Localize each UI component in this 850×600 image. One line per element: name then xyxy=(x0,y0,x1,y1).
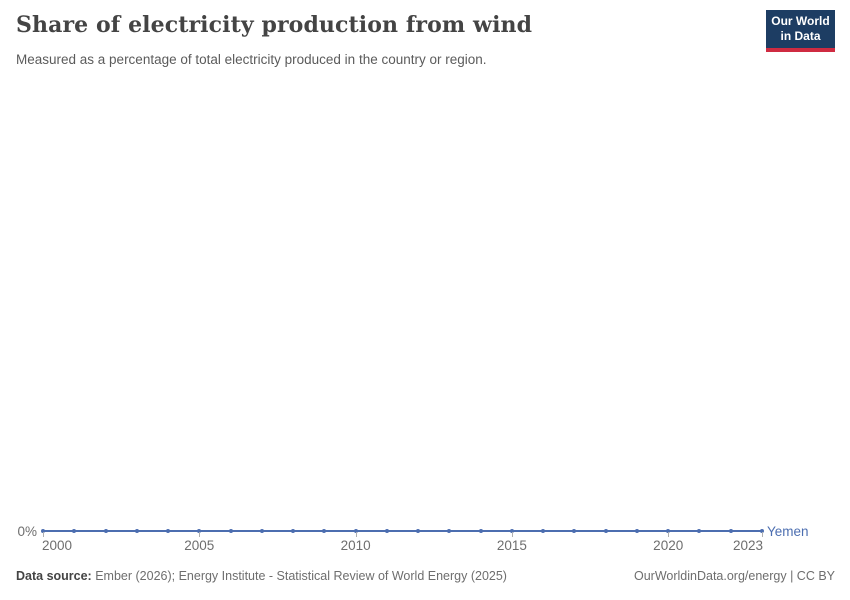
data-point[interactable] xyxy=(72,529,77,533)
data-point[interactable] xyxy=(728,529,733,533)
data-point[interactable] xyxy=(134,529,139,533)
x-axis-tick-label: 2023 xyxy=(732,538,763,553)
x-axis-tick-label: 2010 xyxy=(340,538,371,553)
x-axis-tick-label: 2020 xyxy=(653,538,684,553)
x-axis-tick xyxy=(355,532,357,537)
series-label-yemen[interactable]: Yemen xyxy=(767,524,809,539)
y-axis-label-zero: 0% xyxy=(17,524,37,539)
data-point[interactable] xyxy=(322,529,327,533)
owid-logo-line1: Our World xyxy=(771,14,830,28)
chart-footer: Data source: Ember (2026); Energy Instit… xyxy=(16,569,835,583)
x-axis-tick-label: 2015 xyxy=(496,538,527,553)
footer-source-text: Ember (2026); Energy Institute - Statist… xyxy=(91,569,507,583)
data-point[interactable] xyxy=(603,529,608,533)
owid-logo[interactable]: Our World in Data xyxy=(766,10,835,52)
data-point[interactable] xyxy=(509,529,514,533)
x-axis-tick-label: 2005 xyxy=(184,538,215,553)
x-axis-tick xyxy=(762,532,763,537)
data-point[interactable] xyxy=(478,529,483,533)
footer-license-link[interactable]: OurWorldinData.org/energy | CC BY xyxy=(633,569,835,583)
data-point[interactable] xyxy=(259,529,264,533)
chart-subtitle: Measured as a percentage of total electr… xyxy=(16,52,487,67)
data-point[interactable] xyxy=(541,529,546,533)
x-axis-tick-label: 2000 xyxy=(42,538,73,553)
x-axis-tick xyxy=(511,532,513,537)
data-point[interactable] xyxy=(572,529,577,533)
data-point[interactable] xyxy=(634,529,639,533)
series-line-yemen[interactable] xyxy=(43,530,763,532)
owid-logo-line2: in Data xyxy=(780,29,821,43)
x-axis-tick xyxy=(199,532,201,537)
data-point[interactable] xyxy=(197,529,202,533)
data-point[interactable] xyxy=(166,529,171,533)
data-point[interactable] xyxy=(447,529,452,533)
data-point[interactable] xyxy=(416,529,421,533)
x-axis-tick xyxy=(668,532,670,537)
data-point[interactable] xyxy=(384,529,389,533)
data-point[interactable] xyxy=(353,529,358,533)
data-point[interactable] xyxy=(41,529,45,533)
footer-source: Data source: Ember (2026); Energy Instit… xyxy=(16,569,507,583)
x-axis-tick xyxy=(43,532,44,537)
footer-source-label: Data source: xyxy=(16,569,92,583)
data-point[interactable] xyxy=(666,529,671,533)
data-point[interactable] xyxy=(697,529,702,533)
data-point[interactable] xyxy=(228,529,233,533)
chart-title: Share of electricity production from win… xyxy=(16,12,533,38)
data-point[interactable] xyxy=(103,529,108,533)
data-point[interactable] xyxy=(291,529,296,533)
data-point[interactable] xyxy=(760,529,764,533)
